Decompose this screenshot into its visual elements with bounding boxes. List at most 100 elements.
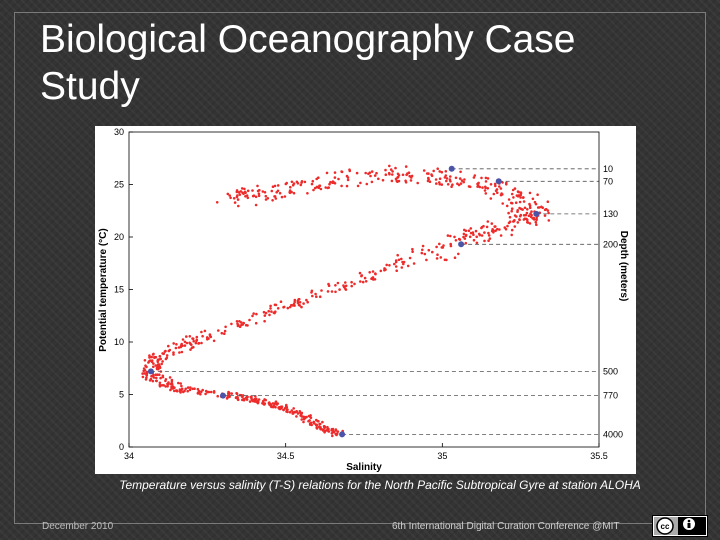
scatter-point	[513, 219, 516, 222]
scatter-point	[483, 231, 486, 234]
scatter-point	[510, 233, 513, 237]
scatter-point	[543, 208, 547, 212]
scatter-point	[228, 394, 231, 398]
scatter-point	[442, 244, 445, 247]
scatter-point	[310, 291, 313, 294]
scatter-point	[535, 223, 538, 226]
scatter-point	[311, 294, 314, 298]
scatter-point	[438, 181, 441, 184]
scatter-point	[246, 196, 250, 200]
scatter-point	[388, 164, 391, 168]
scatter-point	[208, 334, 212, 338]
scatter-point	[155, 366, 159, 370]
scatter-point	[164, 378, 168, 381]
scatter-point	[522, 200, 526, 203]
scatter-point	[268, 403, 271, 406]
scatter-point	[306, 300, 309, 304]
scatter-point	[189, 342, 192, 345]
scatter-point	[423, 252, 427, 256]
scatter-point	[185, 341, 189, 345]
scatter-point	[407, 171, 411, 174]
scatter-point	[175, 389, 179, 393]
scatter-point	[169, 388, 172, 392]
scatter-point	[519, 214, 522, 218]
scatter-point	[484, 180, 488, 183]
scatter-point	[364, 171, 368, 175]
scatter-point	[269, 304, 272, 308]
scatter-point	[516, 221, 520, 224]
scatter-point	[154, 373, 157, 376]
scatter-point	[237, 204, 240, 208]
scatter-point	[383, 267, 386, 270]
scatter-point	[276, 184, 280, 187]
scatter-point	[530, 213, 533, 217]
scatter-point	[472, 238, 476, 242]
creative-commons-by-icon[interactable]: cc	[652, 515, 708, 537]
scatter-point	[364, 280, 368, 283]
scatter-point	[530, 210, 533, 213]
scatter-point	[390, 179, 394, 183]
scatter-point	[310, 182, 314, 186]
scatter-point	[143, 372, 146, 375]
scatter-point	[377, 177, 380, 181]
scatter-point	[438, 170, 442, 173]
scatter-point	[412, 262, 416, 265]
scatter-point	[353, 282, 356, 286]
scatter-point	[143, 359, 147, 362]
scatter-point	[141, 375, 145, 379]
scatter-point	[436, 253, 439, 256]
depth-marker	[147, 368, 154, 375]
scatter-point	[385, 263, 389, 267]
scatter-point	[240, 323, 243, 327]
scatter-point	[180, 384, 183, 388]
scatter-point	[499, 187, 503, 190]
scatter-point	[338, 288, 341, 291]
scatter-point	[535, 216, 538, 220]
scatter-point	[421, 244, 425, 248]
scatter-point	[513, 225, 517, 228]
scatter-point	[519, 196, 522, 199]
scatter-point	[201, 388, 204, 392]
scatter-point	[480, 176, 483, 180]
scatter-point	[215, 201, 219, 204]
scatter-point	[358, 271, 362, 275]
scatter-point	[298, 410, 302, 413]
scatter-point	[528, 222, 532, 225]
scatter-point	[179, 391, 182, 394]
scatter-point	[436, 167, 440, 170]
scatter-point	[401, 173, 405, 177]
scatter-point	[264, 311, 268, 315]
scatter-point	[487, 239, 490, 242]
scatter-point	[196, 387, 200, 391]
scatter-point	[334, 284, 337, 287]
scatter-point	[315, 295, 318, 298]
chart-caption: Temperature versus salinity (T-S) relati…	[119, 478, 641, 492]
scatter-point	[300, 305, 303, 309]
scatter-point	[344, 281, 347, 284]
scatter-point	[498, 185, 501, 188]
x-tick-label: 34.5	[277, 451, 295, 461]
scatter-point	[375, 171, 378, 175]
scatter-point	[188, 388, 192, 392]
scatter-point	[327, 282, 330, 286]
scatter-point	[431, 250, 434, 254]
depth-label: 4000	[603, 429, 623, 439]
scatter-point	[246, 189, 250, 193]
scatter-point	[267, 309, 270, 313]
scatter-point	[480, 234, 484, 237]
scatter-point	[152, 362, 155, 365]
scatter-point	[329, 180, 332, 184]
scatter-point	[359, 181, 362, 185]
scatter-point	[291, 304, 294, 307]
scatter-point	[425, 258, 428, 262]
scatter-point	[323, 426, 326, 430]
scatter-point	[448, 178, 452, 181]
x-tick-label: 35	[437, 451, 447, 461]
scatter-point	[183, 344, 187, 347]
scatter-point	[158, 383, 162, 387]
scatter-point	[528, 206, 532, 209]
scatter-point	[496, 191, 499, 195]
scatter-point	[195, 335, 199, 339]
scatter-point	[229, 196, 232, 200]
scatter-point	[330, 429, 333, 432]
